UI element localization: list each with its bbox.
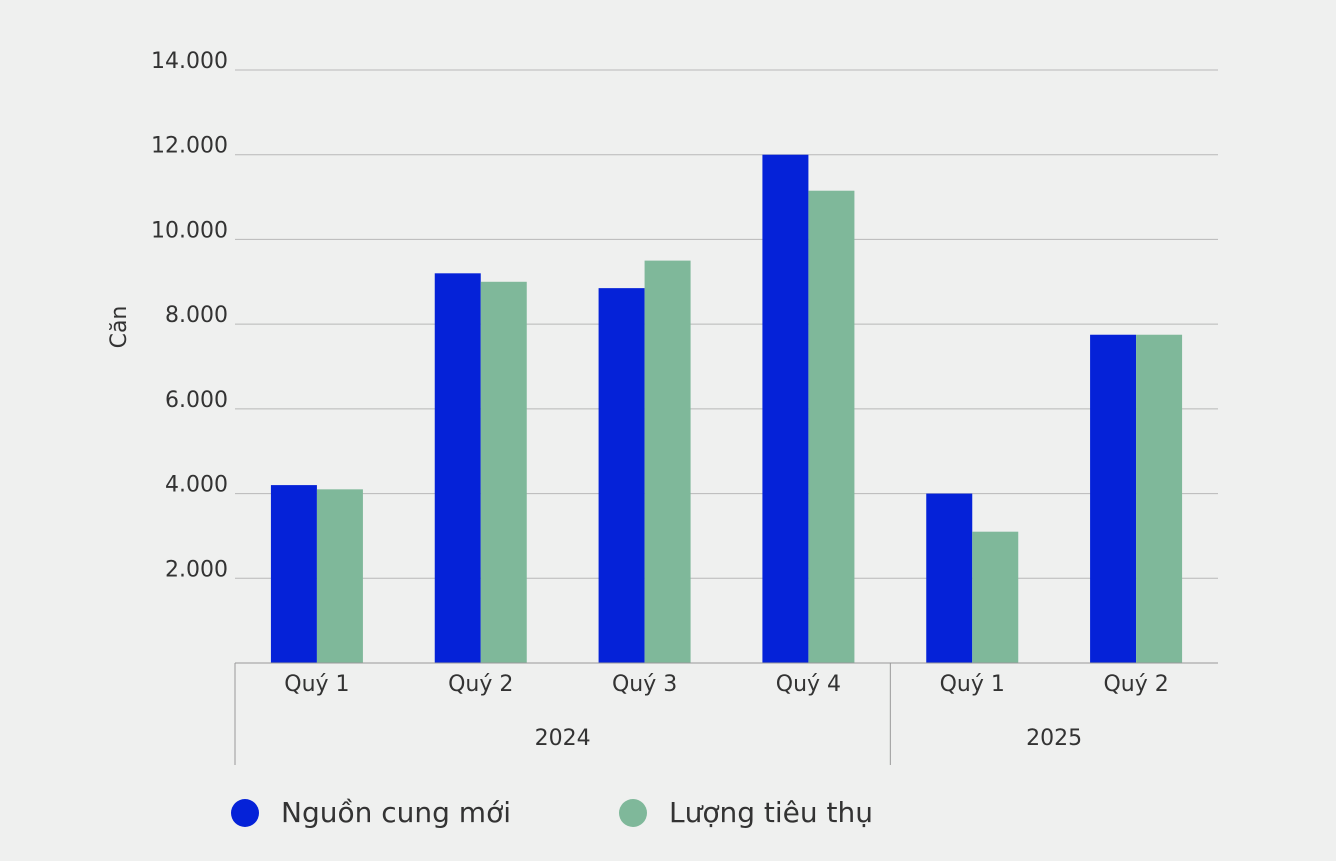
bar bbox=[644, 260, 691, 663]
x-tick-label: Quý 4 bbox=[776, 672, 841, 697]
bar bbox=[972, 531, 1019, 663]
y-tick-label: 12.000 bbox=[151, 134, 228, 159]
legend-label: Lượng tiêu thụ bbox=[669, 796, 873, 829]
bar bbox=[434, 273, 481, 663]
bar bbox=[316, 489, 363, 663]
y-tick-label: 6.000 bbox=[165, 388, 228, 413]
y-tick-label: 4.000 bbox=[165, 473, 228, 498]
bar bbox=[598, 288, 645, 663]
x-tick-label: Quý 2 bbox=[448, 672, 513, 697]
legend-label: Nguồn cung mới bbox=[281, 796, 511, 829]
y-tick-label: 10.000 bbox=[151, 218, 228, 243]
x-tick-label: Quý 2 bbox=[1103, 672, 1168, 697]
legend-marker bbox=[619, 799, 647, 827]
bar bbox=[270, 485, 317, 663]
y-tick-label: 14.000 bbox=[151, 49, 228, 74]
bar bbox=[1136, 334, 1183, 663]
bar bbox=[480, 281, 527, 663]
bar bbox=[1090, 334, 1137, 663]
bar bbox=[926, 493, 973, 663]
y-axis-label: Căn bbox=[107, 306, 132, 349]
legend-marker bbox=[231, 799, 259, 827]
y-tick-label: 2.000 bbox=[165, 557, 228, 582]
group-label: 2025 bbox=[1026, 726, 1082, 751]
group-label: 2024 bbox=[535, 726, 591, 751]
x-tick-label: Quý 1 bbox=[284, 672, 349, 697]
bar bbox=[762, 154, 809, 663]
x-tick-label: Quý 3 bbox=[612, 672, 677, 697]
bar bbox=[808, 190, 855, 664]
x-tick-label: Quý 1 bbox=[940, 672, 1005, 697]
y-tick-label: 8.000 bbox=[165, 303, 228, 328]
